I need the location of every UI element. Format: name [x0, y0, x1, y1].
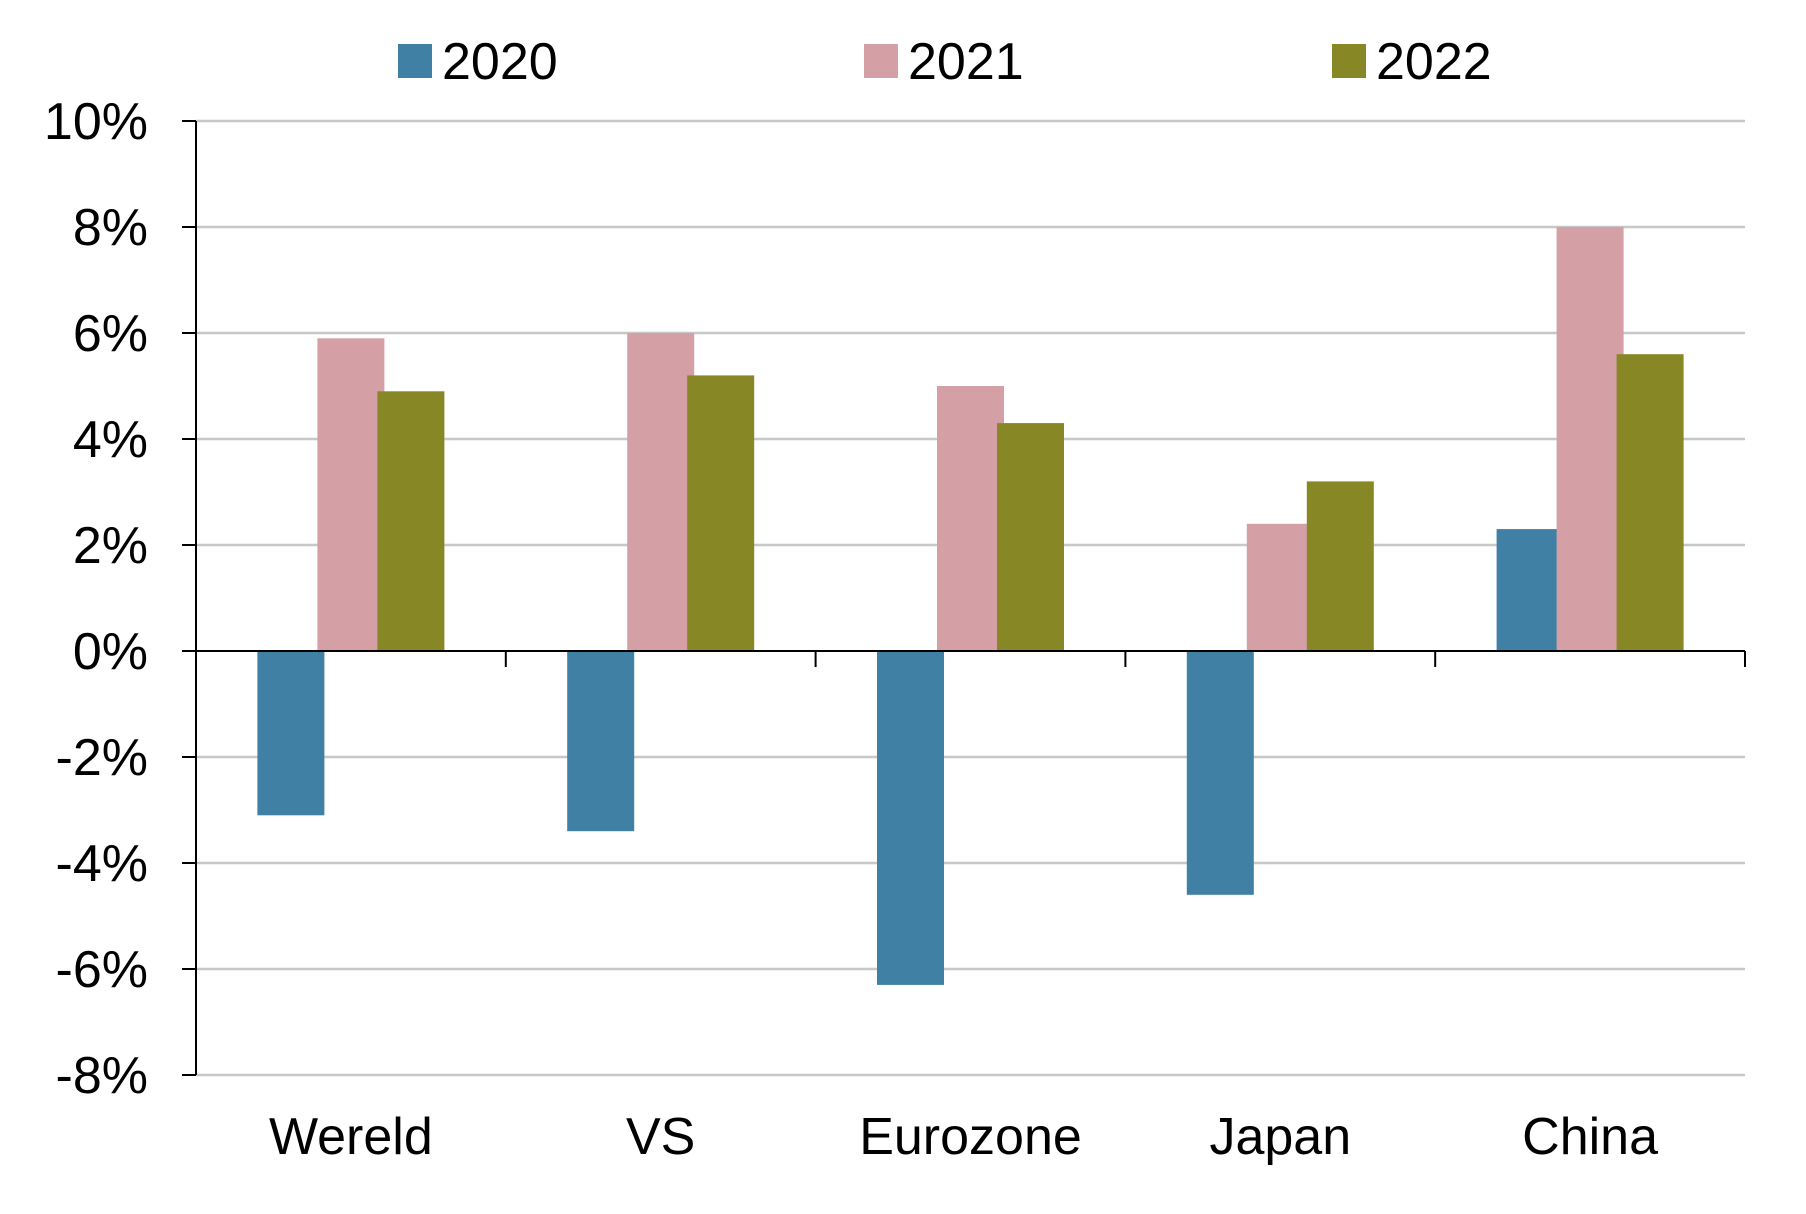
legend-label-2021: 2021 — [908, 33, 1024, 91]
bar-2022-eurozone — [997, 423, 1064, 651]
y-tick-labels: 10% 8% 6% 4% 2% 0% -2% -4% -6% -8% — [44, 93, 148, 1105]
axes — [182, 120, 1746, 1076]
bar-2020-eurozone — [877, 651, 944, 985]
bar-2020-vs — [567, 651, 635, 832]
y-tick-label: -8% — [56, 1047, 148, 1105]
y-tick-label: 2% — [73, 517, 148, 575]
bar-2022-wereld — [377, 391, 445, 651]
bar-2021-japan — [1246, 523, 1314, 651]
bar-2020-wereld — [257, 651, 325, 816]
x-category-label: Eurozone — [859, 1108, 1082, 1166]
x-category-labels: Wereld VS Eurozone Japan China — [269, 1108, 1658, 1166]
bar-2021-eurozone — [937, 386, 1004, 651]
bar-2022-china — [1616, 354, 1684, 651]
y-tick-label: -2% — [56, 729, 148, 787]
bar-2020-china — [1496, 529, 1564, 651]
bar-2021-wereld — [317, 338, 385, 651]
bar-2021-vs — [627, 333, 695, 651]
bars — [257, 227, 1684, 985]
bar-2022-japan — [1306, 481, 1374, 651]
bar-2020-japan — [1186, 651, 1254, 895]
y-tick-label: -6% — [56, 941, 148, 999]
x-category-label: VS — [626, 1108, 695, 1166]
y-tick-label: -4% — [56, 835, 148, 893]
y-tick-label: 0% — [73, 623, 148, 681]
y-tick-label: 4% — [73, 411, 148, 469]
x-category-label: Japan — [1209, 1108, 1351, 1166]
legend: 2020 2021 2022 — [398, 33, 1492, 91]
legend-label-2020: 2020 — [442, 33, 558, 91]
legend-swatch-2022 — [1332, 44, 1366, 78]
bar-2022-vs — [687, 375, 755, 651]
y-tick-label: 6% — [73, 305, 148, 363]
legend-label-2022: 2022 — [1376, 33, 1492, 91]
y-tick-label: 10% — [44, 93, 148, 151]
legend-swatch-2021 — [864, 44, 898, 78]
x-category-label: Wereld — [269, 1108, 433, 1166]
x-category-label: China — [1522, 1108, 1658, 1166]
y-tick-label: 8% — [73, 199, 148, 257]
bar-2021-china — [1556, 227, 1624, 651]
legend-swatch-2020 — [398, 44, 432, 78]
